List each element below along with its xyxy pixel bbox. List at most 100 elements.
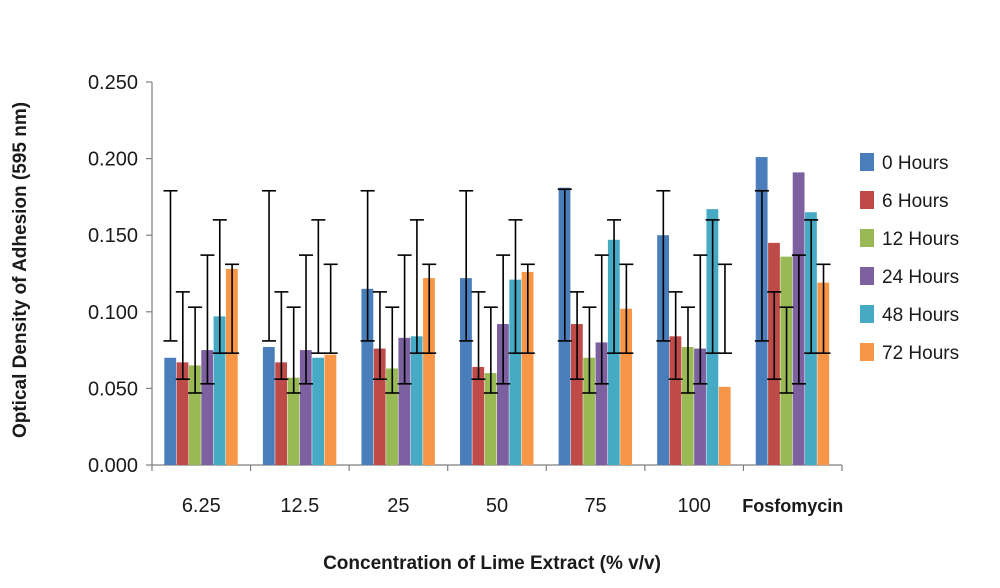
error-bar [557,188,572,342]
bar [287,377,300,465]
bar [324,354,337,465]
error-bar [397,254,412,385]
bar [583,357,596,465]
error-bar [607,219,622,354]
error-bar [754,189,769,342]
bar [164,357,177,465]
error-bar [483,306,498,394]
legend-swatch [860,305,874,323]
x-category-label: 100 [677,495,710,517]
bar [398,337,411,465]
bar [484,373,497,465]
error-bar [175,291,190,381]
y-axis-title: Optical Density of Adhesion (595 nm) [10,102,31,438]
y-tick-label: 0.250 [88,72,138,94]
bar [201,350,214,465]
error-bar [496,254,511,385]
bar [262,347,275,465]
bar [213,316,226,465]
error-bar [299,254,314,385]
bar [361,288,374,465]
legend-swatch [860,343,874,361]
legend-swatch [860,229,874,247]
y-axis: 0.000 0.050 0.100 0.150 0.200 0.250 [88,72,153,477]
bar [570,324,583,465]
error-bar [262,189,277,342]
error-bar [409,219,424,354]
y-tick-label: 0.150 [88,225,138,247]
error-bar [323,263,338,354]
legend-item: 72 Hours [860,343,959,364]
error-bar [680,306,695,394]
legend-swatch [860,153,874,171]
legend-label: 12 Hours [882,229,959,250]
bar [299,350,312,465]
legend: 0 Hours 6 Hours 12 Hours 24 Hours 48 Hours 72… [860,153,959,364]
bar [509,279,522,465]
error-bar [791,254,806,385]
x-category-label: Fosfomycin [742,496,843,516]
error-bar [779,306,794,394]
error-bar [225,263,240,354]
x-category-label: 6.25 [182,495,221,517]
error-bar [385,306,400,394]
error-bar [816,263,831,354]
x-category-label: 12.5 [280,495,319,517]
bar [521,271,534,465]
legend-swatch [860,191,874,209]
error-bars [163,188,831,394]
error-bar [372,291,387,381]
error-bar [582,306,597,394]
error-bar [668,291,683,381]
error-bar [693,254,708,385]
error-bar [705,219,720,354]
legend-item: 24 Hours [860,267,959,288]
legend-label: 0 Hours [882,153,949,174]
error-bar [570,291,585,381]
error-bar [471,291,486,381]
bar [657,235,669,465]
bar [718,386,731,465]
error-bar [717,263,732,354]
bar [694,348,706,465]
legend-label: 6 Hours [882,191,949,212]
x-axis: 6.25 12.5 25 50 75 100 Fosfomycin [151,464,843,517]
bar [681,347,694,465]
error-bar [594,254,609,385]
error-bar [274,291,289,381]
x-category-label: 75 [584,495,606,517]
bar [669,336,682,465]
bar [497,324,509,465]
legend-label: 24 Hours [882,267,959,288]
legend-item: 12 Hours [860,229,959,250]
error-bar [311,219,326,354]
error-bar [619,263,634,354]
legend-swatch [860,267,874,285]
error-bar [520,263,535,354]
legend-label: 72 Hours [882,343,959,364]
error-bar [188,306,203,394]
bar [312,357,324,465]
y-tick-label: 0.050 [88,378,138,400]
error-bar [422,263,437,354]
bar [620,308,633,465]
legend-label: 48 Hours [882,305,959,326]
error-bar [459,189,474,342]
error-bar [508,219,523,354]
error-bar [804,219,819,354]
bar [595,342,608,465]
bar [472,366,485,465]
bars [164,157,830,465]
bar [410,336,423,465]
x-category-label: 25 [387,495,409,517]
legend-item: 48 Hours [860,305,959,326]
bar [373,348,386,465]
x-category-label: 50 [486,495,508,517]
bar [460,278,472,465]
y-tick-label: 0.200 [88,149,138,171]
bar [275,362,288,465]
error-bar [360,189,375,342]
error-bar [200,254,215,385]
legend-item: 0 Hours [860,153,949,174]
bar [176,362,189,465]
